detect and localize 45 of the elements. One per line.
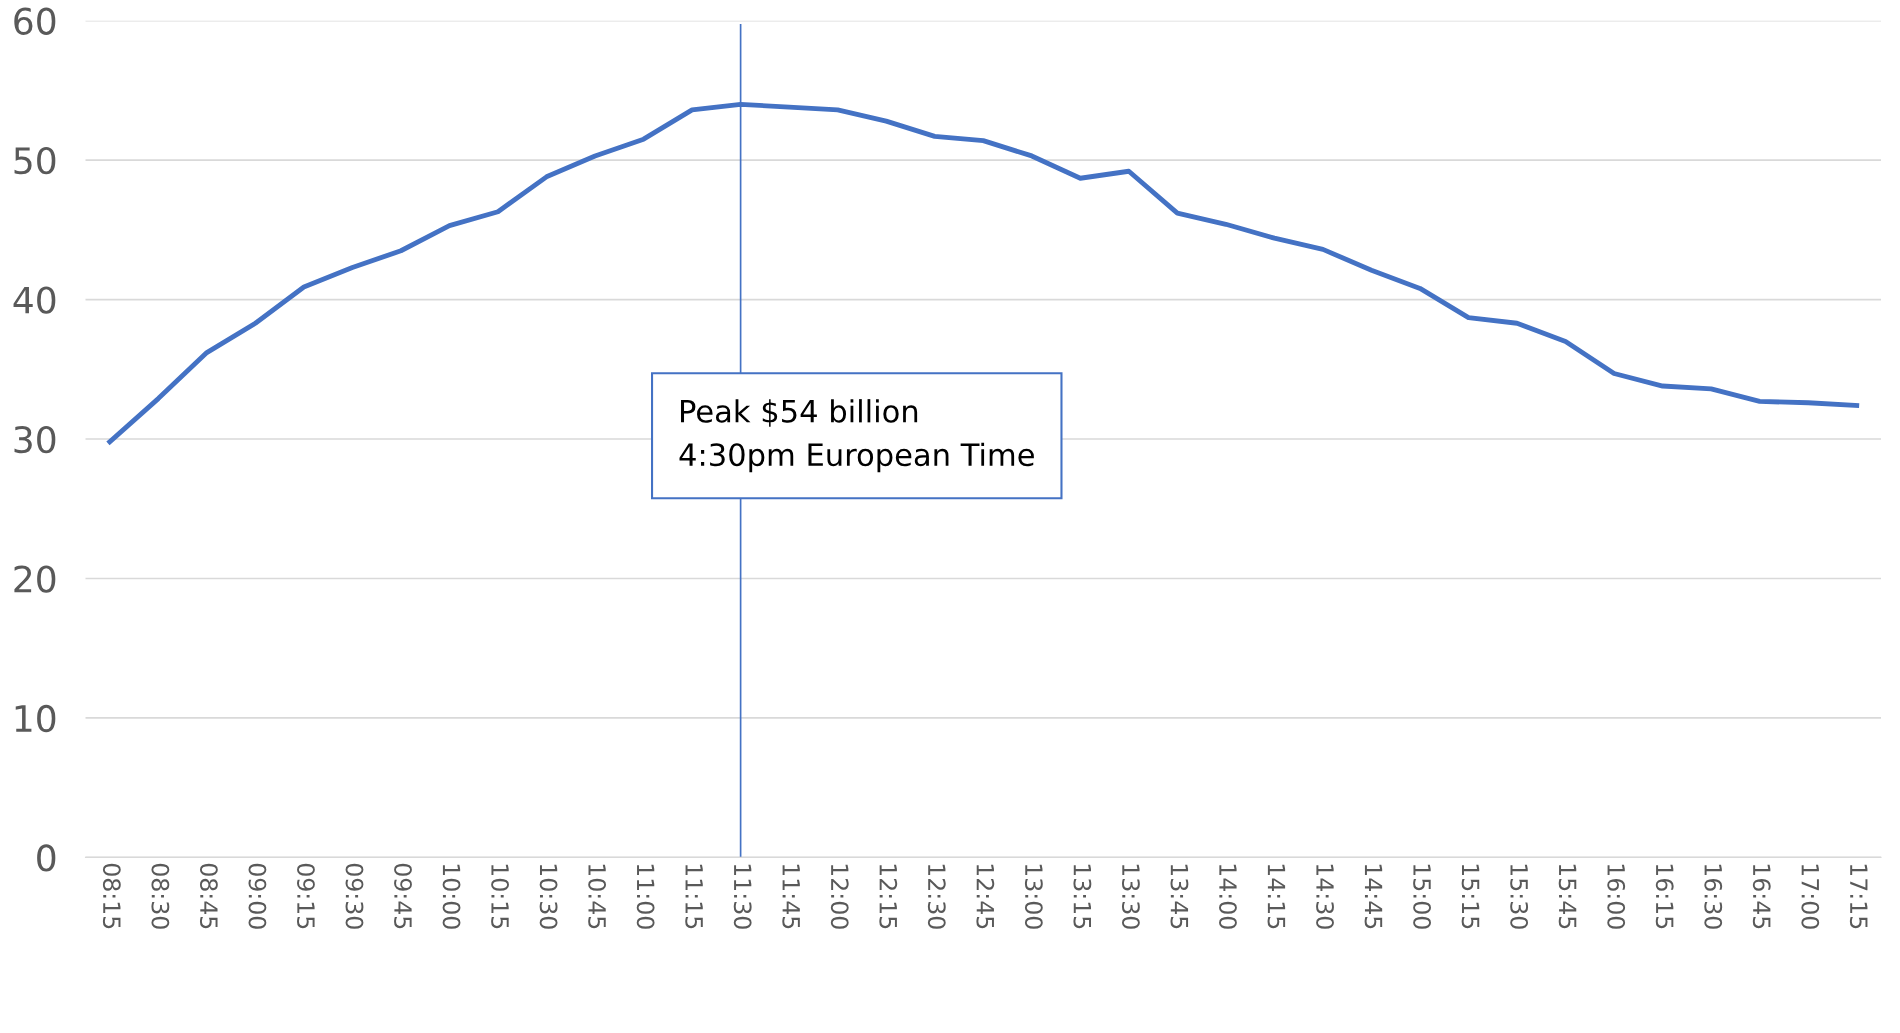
x-tick-label: 11:30 bbox=[733, 864, 752, 929]
x-tick-label: 16:45 bbox=[1752, 864, 1771, 929]
x-tick-label: 14:30 bbox=[1316, 864, 1334, 929]
x-tick-label: 10:00 bbox=[442, 864, 461, 929]
x-tick-label: 09:30 bbox=[345, 863, 364, 929]
x-tick-label: 17:00 bbox=[1801, 864, 1820, 929]
x-tick-label: 12:15 bbox=[879, 864, 898, 929]
x-tick-label: 15:45 bbox=[1558, 864, 1577, 929]
x-tick-label: 09:45 bbox=[394, 863, 412, 929]
y-tick-label: 50 bbox=[14, 147, 56, 175]
x-tick-label: 12:00 bbox=[830, 864, 849, 929]
x-tick-label: 12:45 bbox=[976, 864, 995, 929]
x-tick-label: 11:45 bbox=[782, 864, 800, 929]
x-tick-label: 13:15 bbox=[1073, 864, 1092, 929]
y-tick-label: 40 bbox=[13, 286, 56, 314]
x-tick-label: 15:30 bbox=[1510, 864, 1529, 929]
x-tick-label: 15:15 bbox=[1461, 864, 1480, 929]
y-tick-label: 10 bbox=[15, 704, 56, 733]
x-tick-label: 16:30 bbox=[1704, 864, 1723, 929]
x-tick-label: 14:00 bbox=[1219, 864, 1237, 929]
x-tick-label: 14:45 bbox=[1364, 864, 1383, 929]
x-tick-label: 16:15 bbox=[1655, 864, 1674, 929]
x-tick-label: 17:15 bbox=[1849, 864, 1868, 929]
x-tick-label: 14:15 bbox=[1267, 864, 1286, 929]
x-tick-label: 09:00 bbox=[248, 863, 267, 929]
y-tick-label: 0 bbox=[37, 844, 56, 872]
x-tick-label: 16:00 bbox=[1607, 864, 1626, 929]
x-tick-label: 08:45 bbox=[199, 863, 218, 929]
x-tick-label: 13:00 bbox=[1024, 864, 1043, 929]
x-tick-label: 10:30 bbox=[539, 864, 558, 929]
x-tick-label: 12:30 bbox=[927, 864, 946, 929]
x-tick-label: 13:30 bbox=[1121, 864, 1140, 929]
y-tick-label: 30 bbox=[14, 425, 56, 454]
x-tick-label: 10:45 bbox=[588, 864, 607, 929]
x-tick-label: 11:15 bbox=[685, 864, 703, 929]
x-tick-label: 10:15 bbox=[491, 864, 509, 929]
x-tick-label: 08:15 bbox=[102, 863, 121, 929]
annotation: Peak $54 billion 4:30pm European Time bbox=[679, 399, 1034, 473]
x-tick-label: 13:45 bbox=[1170, 864, 1189, 929]
y-tick-label: 60 bbox=[14, 7, 56, 35]
x-tick-label: 08:30 bbox=[151, 863, 170, 929]
x-tick-label: 15:00 bbox=[1413, 864, 1431, 929]
x-tick-label: 09:15 bbox=[297, 863, 315, 929]
x-tick-label: 11:00 bbox=[636, 864, 655, 929]
y-tick-label: 20 bbox=[14, 565, 56, 593]
